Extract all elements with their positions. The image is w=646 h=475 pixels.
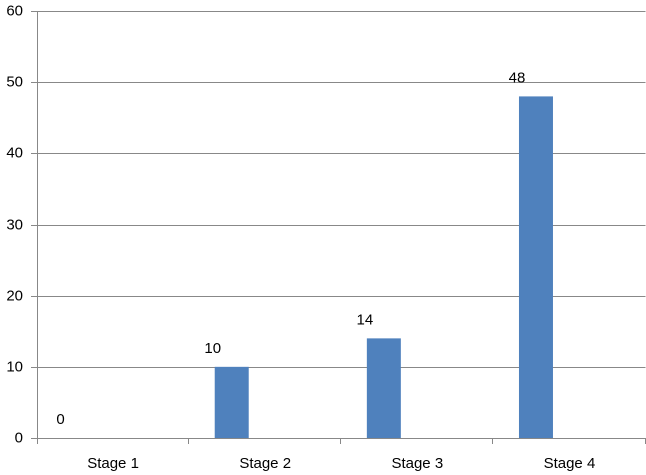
bar	[366, 338, 401, 438]
data-label: 48	[509, 69, 526, 86]
y-tick-label: 50	[6, 73, 23, 90]
y-tick-label: 20	[6, 287, 23, 304]
y-tick-label: 0	[15, 429, 23, 446]
x-tick-label: Stage 3	[391, 455, 443, 472]
y-tick-label: 60	[6, 2, 23, 19]
y-tick-label: 40	[6, 144, 23, 161]
y-tick-label: 30	[6, 216, 23, 233]
data-label: 10	[204, 340, 221, 357]
y-tick-label: 10	[6, 358, 23, 375]
data-label: 0	[56, 411, 64, 428]
x-tick-label: Stage 1	[87, 455, 139, 472]
x-tick-label: Stage 4	[544, 455, 596, 472]
data-label: 14	[357, 311, 374, 328]
x-tick-label: Stage 2	[239, 455, 291, 472]
bar	[214, 366, 249, 438]
bar	[518, 96, 553, 439]
